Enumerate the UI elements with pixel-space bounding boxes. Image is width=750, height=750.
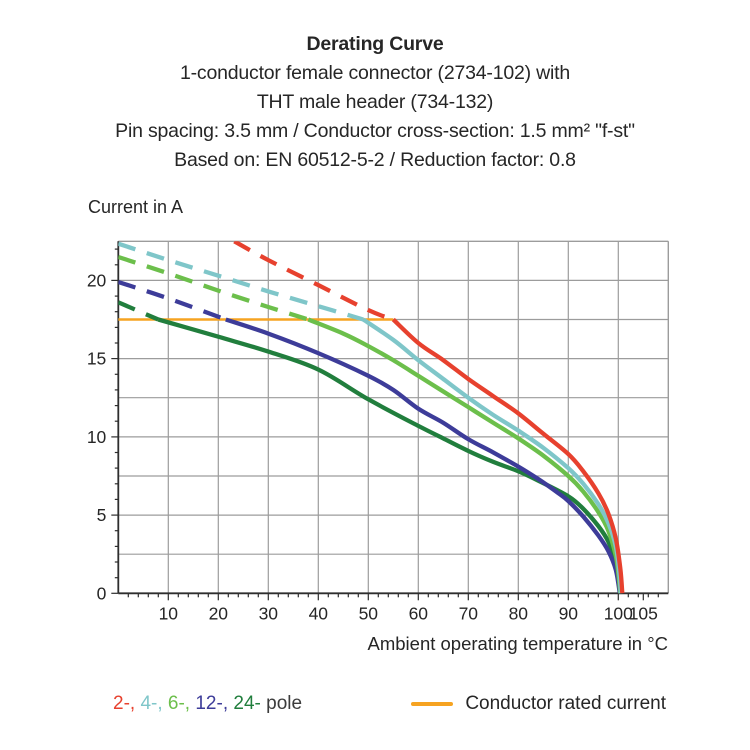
curve-24-pole-solid: [157, 317, 623, 594]
curve-2-pole-dashed: [233, 241, 395, 322]
legend-pole-24: 24-: [233, 693, 267, 714]
y-tick-label: 15: [87, 349, 106, 369]
legend-pole-6: 6-,: [167, 693, 196, 714]
legend-pole-4: 4-,: [140, 693, 168, 714]
curve-12-pole-solid: [225, 317, 622, 594]
curve-24-pole-dashed: [118, 300, 160, 322]
legend-pole-list: 2-, 4-, 6-, 12-, 24- pole: [113, 693, 302, 715]
curve-12-pole-dashed: [118, 279, 227, 322]
x-tick-label: 10: [159, 603, 179, 623]
x-tick-label: 50: [359, 603, 379, 623]
x-tick-label: 20: [209, 603, 229, 623]
legend: 2-, 4-, 6-, 12-, 24- pole Conductor rate…: [113, 693, 666, 715]
y-tick-label: 5: [97, 505, 107, 525]
x-tick-label: 90: [559, 603, 579, 623]
chart-title: Derating Curve: [306, 33, 444, 55]
curve-6-pole-solid: [307, 317, 623, 594]
curve-4-pole-dashed: [118, 241, 364, 322]
grid: [118, 241, 669, 594]
y-tick-label: 0: [97, 583, 107, 603]
legend-pole-suffix: pole: [266, 693, 303, 714]
x-tick-label: 80: [509, 603, 529, 623]
legend-pole-2: 2-,: [113, 693, 141, 714]
x-tick-label: 40: [309, 603, 329, 623]
rated-current-label: Conductor rated current: [465, 693, 666, 714]
curve-6-pole-dashed: [118, 254, 309, 322]
y-tick-label: 10: [87, 427, 107, 447]
x-tick-label: 70: [459, 603, 479, 623]
legend-rated-current: Conductor rated current: [411, 693, 666, 715]
chart-subtitle-3: Pin spacing: 3.5 mm / Conductor cross-se…: [115, 120, 635, 142]
curve-4-pole-solid: [362, 317, 623, 594]
y-tick-label: 20: [87, 270, 107, 290]
legend-pole-12: 12-,: [195, 693, 234, 714]
rated-current-swatch-line: [411, 702, 454, 706]
y-axis-title: Current in A: [88, 197, 184, 217]
x-tick-label: 30: [259, 603, 279, 623]
chart-subtitle-2: THT male header (734-132): [256, 91, 494, 113]
chart-subtitle-1: 1-conductor female connector (2734-102) …: [179, 62, 571, 84]
x-tick-label: 60: [409, 603, 429, 623]
chart-subtitle-4: Based on: EN 60512-5-2 / Reduction facto…: [174, 149, 576, 171]
curves: [118, 241, 625, 594]
x-tick-label: 105: [629, 603, 658, 623]
axis-ticks: [111, 248, 659, 601]
x-tick-label: 100: [604, 603, 633, 623]
curve-2-pole-solid: [391, 317, 625, 594]
x-axis-title: Ambient operating temperature in °C: [367, 633, 668, 654]
chart-title-block: Derating Curve 1-conductor female connec…: [0, 30, 750, 175]
